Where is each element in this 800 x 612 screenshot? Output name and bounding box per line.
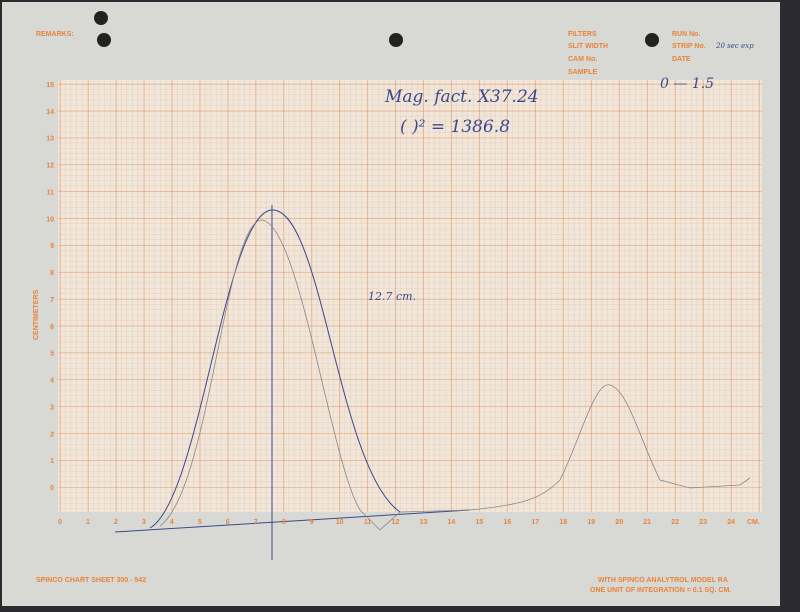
punch-hole [389, 33, 403, 47]
handwriting: ( )² = 1386.8 [400, 117, 510, 137]
punch-hole [97, 33, 111, 47]
punch-hole [94, 11, 108, 25]
punch-hole [645, 33, 659, 47]
x-tick-label: 5 [198, 519, 202, 526]
x-tick-label: 7 [254, 519, 258, 526]
y-tick-label: 15 [46, 82, 54, 89]
x-tick-label: 24 [727, 519, 735, 526]
handwriting: 12.7 cm. [368, 290, 416, 303]
footer: WITH SPINCO ANALYTROL MODEL RA [598, 577, 728, 584]
y-tick-label: 5 [50, 351, 54, 358]
y-tick-label: 11 [47, 189, 55, 196]
x-tick-label: 4 [170, 519, 174, 526]
x-tick-label: 0 [58, 519, 62, 526]
x-tick-label: 8 [282, 519, 286, 526]
x-tick-label: 21 [643, 519, 651, 526]
x-tick-label: 3 [142, 519, 146, 526]
field: STRIP No. [672, 43, 706, 50]
y-tick-label: 3 [50, 404, 54, 411]
y-tick-label: 13 [46, 136, 54, 143]
x-tick-label: 13 [420, 519, 428, 526]
x-tick-label: 2 [114, 519, 118, 526]
major-grid [58, 80, 762, 512]
x-tick-label: 17 [531, 519, 539, 526]
x-tick-label: 9 [310, 519, 314, 526]
field: DATE [672, 56, 691, 63]
field: RUN No. [672, 31, 700, 38]
y-tick-label: 4 [50, 378, 54, 385]
y-tick-label: 14 [46, 109, 54, 116]
y-tick-label: 2 [50, 431, 54, 438]
x-unit: CM. [747, 519, 760, 526]
handwriting: 0 — 1.5 [660, 76, 714, 92]
x-tick-label: 20 [615, 519, 623, 526]
field: SLIT WIDTH [568, 43, 608, 50]
footer: SPINCO CHART SHEET 300 - 542 [36, 577, 146, 584]
y-axis-label: CENTIMETERS [33, 290, 40, 341]
x-tick-label: 11 [364, 519, 372, 526]
remarks: REMARKS: [36, 31, 74, 38]
x-tick-label: 23 [699, 519, 707, 526]
scan-trace [159, 219, 751, 531]
x-tick-label: 14 [448, 519, 456, 526]
handwriting: Mag. fact. X37.24 [384, 87, 539, 107]
field: SAMPLE [568, 69, 598, 76]
x-tick-label: 15 [476, 519, 484, 526]
y-tick-label: 1 [50, 458, 54, 465]
field: CAM No. [568, 56, 597, 63]
x-tick-label: 16 [503, 519, 511, 526]
x-tick-label: 19 [587, 519, 595, 526]
y-tick-label: 12 [46, 163, 54, 170]
field: FILTERS [568, 31, 597, 38]
y-tick-label: 0 [50, 485, 54, 492]
x-tick-label: 6 [226, 519, 230, 526]
baseline [114, 509, 471, 533]
x-tick-label: 18 [559, 519, 567, 526]
handwriting: 20 sec exp [715, 42, 754, 50]
trace [114, 205, 751, 560]
y-tick-label: 10 [46, 216, 54, 223]
y-tick-label: 8 [50, 270, 54, 277]
x-tick-label: 10 [336, 519, 344, 526]
y-tick-label: 9 [50, 243, 54, 250]
footer: ONE UNIT OF INTEGRATION = 0.1 SQ. CM. [590, 587, 731, 594]
x-tick-label: 1 [86, 519, 90, 526]
x-tick-label: 12 [392, 519, 400, 526]
y-tick-label: 6 [50, 324, 54, 331]
y-tick-label: 7 [50, 297, 54, 304]
x-tick-label: 22 [671, 519, 679, 526]
